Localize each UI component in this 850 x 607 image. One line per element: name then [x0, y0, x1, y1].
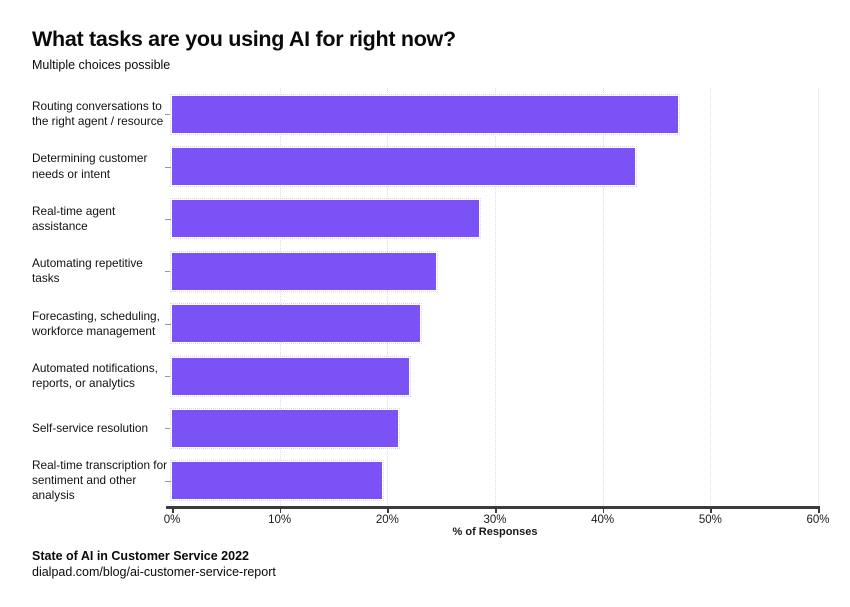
y-axis-tick [165, 218, 171, 220]
x-tick-label: 10% [268, 514, 292, 526]
x-axis-line [166, 506, 820, 509]
category-label: Determining customer needs or intent [32, 151, 148, 181]
gridline-60% [818, 88, 819, 507]
chart-title: What tasks are you using AI for right no… [32, 27, 456, 51]
x-tick-label: 40% [591, 514, 615, 526]
x-axis-tick [172, 508, 174, 513]
gridline-50% [710, 88, 712, 507]
bar-2 [170, 146, 637, 188]
source-url: dialpad.com/blog/ai-customer-service-rep… [32, 565, 276, 579]
y-axis-tick [165, 166, 171, 168]
x-tick-label: 20% [375, 514, 399, 526]
x-axis-tick [710, 508, 712, 513]
bar-1 [169, 93, 681, 135]
x-tick-label: 0% [163, 514, 181, 526]
x-tick-label: 50% [698, 514, 722, 526]
y-axis-tick [165, 323, 171, 325]
y-axis-tick [165, 114, 171, 116]
gridline-40% [602, 88, 604, 507]
x-axis-tick [387, 508, 389, 513]
bar-5 [170, 303, 422, 345]
chart-subtitle: Multiple choices possible [32, 58, 171, 72]
category-label: Real-time transcription for sentiment an… [32, 458, 168, 503]
bar-8 [170, 460, 384, 502]
category-label: Automated notifications, reports, or ana… [32, 360, 158, 391]
bar-6 [170, 355, 411, 397]
bar-4 [170, 250, 438, 292]
source-title: State of AI in Customer Service 2022 [32, 549, 249, 563]
category-label: Self-service resolution [32, 420, 149, 435]
category-label: Real-time agent assistance [32, 203, 116, 233]
x-tick-label: 30% [483, 514, 507, 526]
x-tick-label: 60% [806, 514, 830, 526]
x-axis-tick [495, 508, 497, 513]
plot-area: Routing conversations to the right agent… [0, 88, 850, 568]
category-label: Automating repetitive tasks [32, 256, 143, 286]
y-axis-tick [165, 480, 171, 482]
x-axis-tick [602, 508, 605, 513]
bar-7 [169, 407, 401, 449]
category-label: Routing conversations to the right agent… [32, 99, 164, 129]
gridline-20% [387, 88, 389, 507]
y-axis-tick [165, 376, 171, 378]
x-axis-title: % of Responses [452, 526, 538, 538]
y-axis-tick [165, 428, 171, 430]
y-axis-tick [165, 271, 171, 273]
x-axis-tick [279, 508, 282, 513]
bar-3 [170, 198, 481, 240]
gridline-30% [495, 88, 496, 507]
x-axis-tick [818, 508, 820, 513]
category-label: Forecasting, scheduling, workforce manag… [32, 308, 160, 338]
gridline-10% [279, 88, 281, 507]
